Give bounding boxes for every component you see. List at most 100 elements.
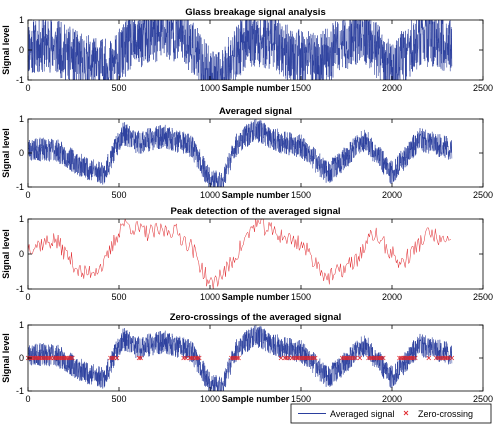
x-tick-label: 1000 bbox=[200, 292, 220, 302]
zero-crossing-marker bbox=[368, 355, 373, 361]
zero-crossing-marker bbox=[36, 355, 41, 361]
y-tick-label: -1 bbox=[16, 75, 24, 85]
zero-crossing-marker bbox=[278, 355, 284, 361]
zero-crossing-marker bbox=[405, 355, 411, 361]
x-tick-label: 2000 bbox=[382, 292, 402, 302]
x-tick-label: 500 bbox=[111, 190, 126, 200]
zero-crossing-marker bbox=[294, 355, 299, 361]
zero-crossing-marker bbox=[441, 355, 446, 361]
zero-crossing-marker bbox=[339, 355, 345, 361]
x-tick-label: 1000 bbox=[200, 83, 220, 93]
legend-x-swatch bbox=[403, 410, 409, 416]
zero-crossing-marker bbox=[377, 355, 382, 361]
zero-crossing-marker bbox=[56, 355, 62, 361]
y-tick-label: -1 bbox=[16, 182, 24, 192]
zero-crossing-marker bbox=[295, 355, 301, 361]
zero-crossing-marker bbox=[31, 355, 36, 361]
plot-frame bbox=[27, 218, 484, 290]
zero-crossing-marker bbox=[32, 355, 38, 361]
x-tick-label: 1000 bbox=[200, 394, 220, 404]
zero-crossing-marker bbox=[380, 355, 386, 361]
zero-crossing-marker bbox=[407, 355, 412, 361]
zero-crossing-marker bbox=[282, 355, 288, 361]
chart-panel-4: Zero-crossings of the averaged signal 0 50… bbox=[1, 312, 493, 404]
x-tick-label: 2500 bbox=[473, 190, 493, 200]
signal-line bbox=[27, 118, 453, 188]
zero-crossing-marker bbox=[47, 355, 52, 361]
zero-crossing-marker bbox=[59, 355, 65, 361]
zero-crossing-marker bbox=[398, 355, 404, 361]
zero-crossing-marker bbox=[353, 355, 358, 361]
zero-crossing-marker bbox=[442, 355, 448, 361]
zero-crossing-marker bbox=[444, 355, 450, 361]
y-tick-label: 1 bbox=[19, 320, 24, 330]
zero-crossing-marker bbox=[370, 355, 375, 361]
x-tick-label: 1500 bbox=[291, 292, 311, 302]
x-tick-label: 500 bbox=[111, 394, 126, 404]
zero-crossing-marker bbox=[375, 355, 381, 361]
zero-crossing-marker bbox=[312, 355, 318, 361]
zero-crossing-marker bbox=[195, 355, 200, 361]
zero-crossing-marker bbox=[372, 355, 377, 361]
zero-crossing-marker bbox=[58, 355, 63, 361]
x-tick-label: 0 bbox=[25, 190, 30, 200]
zero-crossing-marker bbox=[51, 355, 57, 361]
zero-crossing-marker bbox=[183, 355, 189, 361]
x-tick-label: 2500 bbox=[473, 394, 493, 404]
y-axis-label: Signal level bbox=[1, 229, 11, 279]
zero-crossing-marker bbox=[306, 355, 312, 361]
zero-crossing-marker bbox=[187, 355, 193, 361]
y-axis-label: Signal level bbox=[1, 25, 11, 75]
zero-crossing-marker bbox=[409, 355, 414, 361]
zero-crossing-marker bbox=[189, 355, 194, 361]
y-tick-label: 0 bbox=[19, 148, 24, 158]
x-tick-label: 1500 bbox=[291, 190, 311, 200]
x-tick-label: 2000 bbox=[382, 83, 402, 93]
zero-crossing-marker bbox=[404, 355, 409, 361]
x-tick-label: 500 bbox=[111, 292, 126, 302]
chart-panel-3: Peak detection of the averaged signal 0 50… bbox=[1, 206, 493, 302]
zero-crossing-marker bbox=[236, 355, 241, 361]
y-tick-label: -1 bbox=[16, 284, 24, 294]
zero-crossing-marker bbox=[53, 355, 58, 361]
y-tick-label: 1 bbox=[19, 214, 24, 224]
zero-crossing-marker bbox=[344, 355, 350, 361]
x-axis-label: Sample number bbox=[222, 83, 290, 93]
y-tick-label: -1 bbox=[16, 386, 24, 396]
zero-crossing-marker bbox=[229, 355, 234, 361]
x-tick-label: 1500 bbox=[291, 394, 311, 404]
zero-crossing-marker bbox=[108, 355, 113, 361]
signal-line bbox=[27, 19, 453, 81]
zero-crossing-marker bbox=[426, 355, 432, 361]
x-tick-label: 0 bbox=[25, 394, 30, 404]
x-axis-label: Sample number bbox=[222, 394, 290, 404]
zero-crossing-marker bbox=[230, 355, 236, 361]
zero-crossing-marker bbox=[110, 355, 115, 361]
zero-crossing-marker bbox=[292, 355, 297, 361]
zero-crossing-marker bbox=[193, 355, 199, 361]
zero-crossing-marker bbox=[304, 355, 310, 361]
y-axis-label: Signal level bbox=[1, 333, 11, 383]
x-tick-label: 0 bbox=[25, 83, 30, 93]
zero-crossing-marker bbox=[378, 355, 384, 361]
x-tick-label: 0 bbox=[25, 292, 30, 302]
zero-crossing-marker bbox=[357, 355, 363, 361]
zero-crossing-marker bbox=[299, 355, 305, 361]
zero-crossing-marker bbox=[114, 355, 120, 361]
zero-crossing-marker bbox=[136, 355, 142, 361]
zero-crossing-marker bbox=[43, 355, 49, 361]
x-tick-label: 2500 bbox=[473, 292, 493, 302]
chart-title: Glass breakage signal analysis bbox=[185, 7, 325, 18]
x-tick-label: 2000 bbox=[382, 394, 402, 404]
y-axis-label: Signal level bbox=[1, 128, 11, 178]
x-axis-label: Sample number bbox=[222, 292, 290, 302]
zero-crossing-marker bbox=[37, 355, 43, 361]
zero-crossing-marker bbox=[397, 355, 402, 361]
zero-crossing-marker bbox=[449, 355, 455, 361]
zero-crossing-marker bbox=[41, 355, 47, 361]
chart-title: Averaged signal bbox=[219, 106, 292, 117]
legend-label: Zero-crossing bbox=[418, 409, 473, 419]
zero-crossing-marker bbox=[373, 355, 379, 361]
y-tick-label: 1 bbox=[19, 114, 24, 124]
